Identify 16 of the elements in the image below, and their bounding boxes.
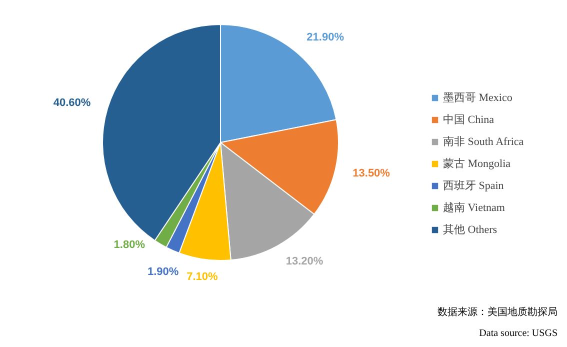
data-label: 1.90% [147, 266, 179, 278]
legend-label: 越南 Vietnam [443, 201, 505, 215]
source-note: Data source: USGS [479, 328, 558, 339]
data-label: 7.10% [186, 270, 218, 283]
data-label: 40.60% [53, 97, 91, 110]
data-label: 1.80% [114, 239, 146, 252]
legend-label: 蒙古 Mongolia [443, 156, 511, 171]
legend-label: 墨西哥 Mexico [443, 91, 512, 105]
data-label: 21.90% [306, 32, 344, 44]
legend-label: 西班牙 Spain [443, 179, 504, 193]
source-note: 数据来源：美国地质勘探局 [438, 306, 558, 318]
legend-label: 南非 South Africa [443, 135, 524, 149]
legend-label: 中国 China [443, 113, 494, 127]
data-label: 13.20% [286, 255, 324, 268]
legend-label: 其他 Others [443, 223, 498, 237]
data-label: 13.50% [352, 167, 390, 180]
